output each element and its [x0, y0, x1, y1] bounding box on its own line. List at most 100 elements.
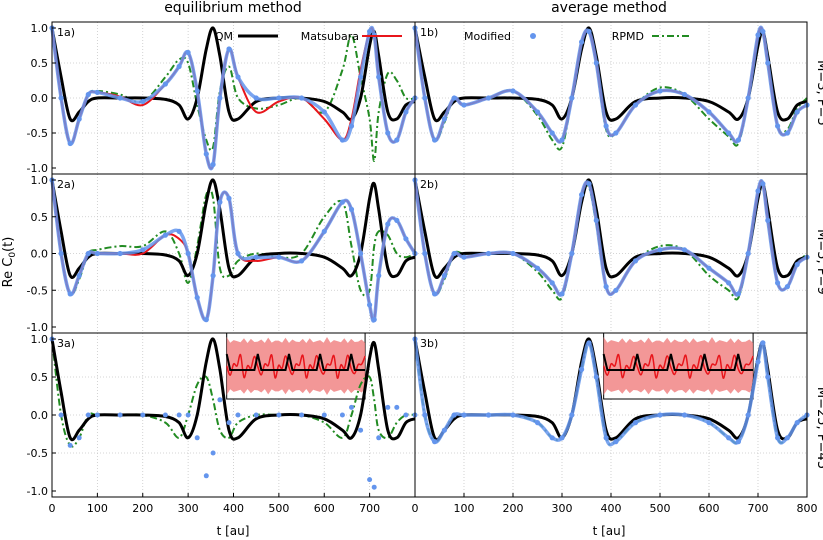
modified-point: [510, 250, 516, 257]
panel-label: 2b): [420, 178, 438, 191]
legend-label-rpmd: RPMD: [612, 30, 644, 43]
modified-point: [760, 340, 766, 346]
modified-point: [299, 95, 305, 101]
modified-point: [451, 412, 457, 418]
modified-point: [735, 137, 742, 143]
modified-point: [358, 74, 364, 80]
modified-point: [403, 109, 409, 115]
modified-point: [706, 420, 712, 426]
modified-point: [217, 397, 223, 403]
y-tick-label: -1.0: [27, 162, 48, 175]
x-axis-label-right: t [au]: [593, 524, 626, 538]
modified-point: [339, 137, 345, 143]
modified-point: [403, 236, 409, 242]
modified-point: [299, 412, 305, 418]
modified-point: [117, 250, 123, 257]
modified-point: [461, 254, 467, 260]
modified-point: [349, 404, 354, 410]
modified-point: [657, 247, 663, 253]
modified-point: [765, 374, 771, 380]
modified-point: [140, 98, 146, 105]
y-tick-label: 0.0: [31, 248, 49, 261]
y-tick-label: 0.5: [31, 371, 49, 384]
legend-label-modified: Modified: [464, 30, 511, 43]
modified-point: [755, 359, 761, 365]
modified-point: [632, 102, 639, 108]
modified-point: [579, 366, 585, 372]
modified-point: [394, 137, 400, 143]
modified-point: [569, 250, 575, 257]
modified-point: [603, 284, 609, 290]
modified-point: [235, 412, 241, 418]
x-tick-label: 200: [132, 502, 153, 515]
modified-point: [376, 273, 382, 279]
modified-point: [376, 74, 382, 80]
modified-point: [461, 412, 467, 418]
y-tick-label: 1.0: [31, 174, 49, 187]
modified-point: [140, 412, 146, 418]
modified-point: [176, 412, 182, 418]
modified-point: [67, 442, 73, 448]
modified-point: [485, 412, 492, 418]
modified-point: [203, 317, 209, 323]
panel-label: 3b): [420, 337, 438, 350]
y-tick-label: 1.0: [31, 22, 49, 35]
modified-point: [760, 181, 766, 187]
y-tick-label: 0.0: [31, 409, 49, 422]
modified-point: [706, 265, 712, 271]
modified-point: [422, 412, 428, 418]
modified-point: [194, 295, 200, 301]
modified-point: [726, 435, 732, 441]
y-tick-label: -1.0: [27, 485, 48, 498]
x-tick-label: 300: [552, 502, 573, 515]
x-tick-label: 800: [797, 502, 818, 515]
x-tick-label: 600: [699, 502, 720, 515]
modified-point: [681, 247, 688, 253]
modified-point: [451, 250, 457, 257]
modified-point: [657, 88, 663, 94]
modified-point: [226, 420, 232, 426]
row-label-3: M=25, P=45: [814, 387, 823, 469]
panel-label: 2a): [57, 178, 75, 191]
modified-point: [681, 91, 688, 98]
inset-matsubara-line: [602, 353, 754, 379]
modified-point: [226, 195, 232, 201]
modified-point: [321, 109, 327, 115]
modified-point: [253, 412, 259, 418]
modified-point: [559, 137, 565, 143]
modified-point: [755, 32, 761, 38]
modified-point: [549, 280, 555, 286]
modified-point: [534, 420, 541, 426]
modified-point: [194, 88, 200, 94]
modified-point: [760, 28, 766, 35]
modified-point: [76, 435, 82, 441]
panel-label: 3a): [57, 337, 75, 350]
panel-3b: 3b): [412, 332, 810, 498]
panel-2a: 2a): [49, 173, 418, 334]
modified-point: [162, 412, 168, 418]
y-axis-label: Re C0(t): [1, 237, 18, 288]
modified-point: [185, 250, 191, 257]
modified-point: [76, 273, 82, 279]
panel-label: 1a): [57, 26, 75, 39]
modified-point: [194, 435, 200, 441]
modified-point: [367, 477, 373, 483]
modified-point: [339, 199, 345, 205]
row-label-1: M=3, P=5: [814, 60, 823, 126]
modified-point: [613, 287, 619, 293]
modified-point: [569, 95, 575, 101]
modified-point: [371, 317, 377, 323]
modified-point: [321, 412, 327, 418]
modified-point: [367, 302, 373, 308]
modified-point: [162, 81, 168, 87]
modified-point: [441, 427, 447, 433]
x-tick-label: 0: [49, 502, 56, 515]
modified-point: [276, 254, 282, 260]
modified-point: [276, 412, 282, 418]
legend-swatch-modified: [530, 33, 536, 39]
panel-1a: 1a): [49, 21, 418, 175]
modified-point: [735, 291, 742, 297]
y-tick-label: -0.5: [27, 284, 48, 297]
modified-point: [394, 217, 400, 223]
